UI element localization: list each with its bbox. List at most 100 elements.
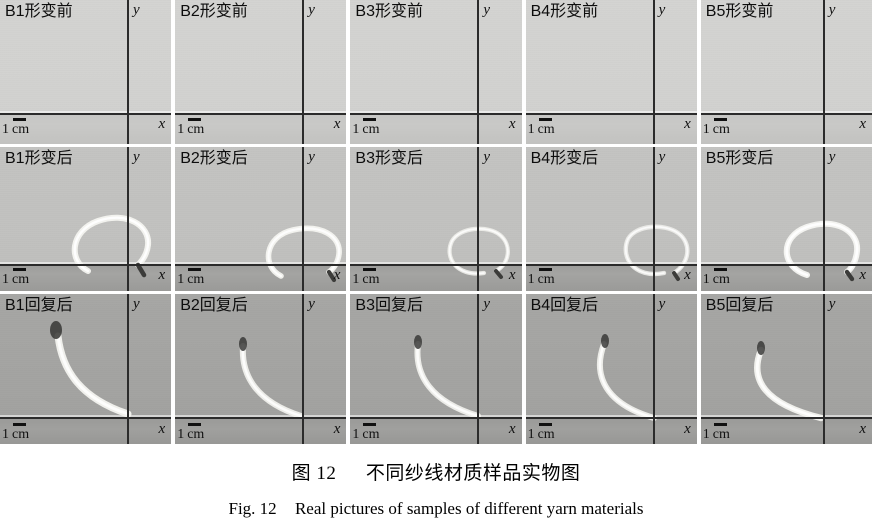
bench-surface [350,114,522,144]
scale-bar: 1 cm [352,268,380,287]
y-axis-line [822,294,825,450]
photo-cell-b4-before: B4形变前 y x 1 cm [525,0,697,144]
y-axis-label: y [658,2,666,18]
photo-cell-b5-before: B5形变前 y x 1 cm [700,0,872,144]
y-axis-line [302,147,305,291]
cell-title: B3形变前 [355,3,423,20]
photo-cell-b2-deformed: B2形变后 y x 1 cm [175,147,347,291]
photo-cell-b3-recovered: B3回复后 y x 1 cm [350,294,522,450]
cell-title: B2形变前 [180,3,248,20]
scale-bar-number: 1 [177,427,185,442]
y-axis-label: y [828,2,836,18]
x-axis-label: x [333,116,341,132]
photo-cell-b4-recovered: B4回复后 y x 1 cm [525,294,697,450]
y-axis-label: y [308,296,315,312]
y-axis-label: y [828,296,836,312]
scale-bar-number: 1 [352,122,360,137]
x-axis-label: x [333,421,341,437]
photo-cell-b1-recovered: B1回复后 y x 1 cm [0,294,172,450]
photo-cell-b3-before: B3形变前 y x 1 cm [350,0,522,144]
y-axis-label: y [483,149,491,165]
bench-highlight [350,111,522,113]
cell-title: B4回复后 [530,297,599,314]
cell-title: B3形变后 [355,150,423,167]
x-axis-line [350,264,522,266]
caption-chinese-text: 不同纱线材质样品实物图 [365,463,581,484]
scale-bar: 1 cm [352,423,380,442]
scale-bar: 1 cm [177,423,204,442]
y-axis-label: y [133,2,140,18]
scale-bar: 1 cm [702,423,730,442]
y-axis-line [652,294,655,450]
bench-highlight [525,111,697,113]
cell-title: B1回复后 [5,297,73,314]
y-axis-line [302,0,305,144]
x-axis-label: x [859,421,866,437]
scale-bar-unit: cm [12,423,29,442]
scale-bar-unit: cm [538,268,555,287]
scale-bar-unit: cm [362,268,380,287]
y-axis-line [652,0,655,144]
y-axis-line [652,147,655,291]
scale-bar-number: 1 [2,272,9,287]
photo-cell-b1-deformed: B1形变后 y x 1 cm [0,147,172,291]
x-axis-label: x [859,116,866,132]
scale-bar: 1 cm [703,118,730,137]
y-axis-label: y [133,296,140,312]
x-axis-label: x [859,267,866,283]
scale-bar-unit: cm [713,423,730,442]
x-axis-label: x [333,267,341,283]
y-axis-line [477,0,480,144]
x-axis-label: x [684,267,691,283]
x-axis-line [350,113,522,115]
x-axis-line [0,417,172,419]
cell-title: B2形变后 [180,150,248,167]
scale-bar-unit: cm [187,118,204,137]
x-axis-label: x [508,116,516,132]
scale-bar-unit: cm [538,118,555,137]
bench-highlight [175,262,347,264]
x-axis-line [350,417,522,419]
scale-bar: 1 cm [177,118,204,137]
scale-bar-number: 1 [527,427,535,442]
x-axis-line [700,113,872,115]
x-axis-line [0,264,172,266]
scale-bar: 1 cm [2,268,29,287]
bench-surface [175,114,347,144]
scale-bar-number: 1 [177,272,185,287]
scale-bar-number: 1 [2,122,9,137]
x-axis-label: x [508,421,516,437]
x-axis-label: x [684,421,691,437]
y-axis-line [127,147,129,291]
photo-cell-b1-before: B1形变前 y x 1 cm [0,0,172,144]
scale-bar: 1 cm [177,268,204,287]
y-axis-label: y [308,149,315,165]
scale-bar-unit: cm [362,118,380,137]
scale-bar: 1 cm [352,118,380,137]
y-axis-line [822,147,825,291]
scale-bar: 1 cm [528,268,555,287]
cell-title: B4形变后 [530,150,599,167]
caption-english-number: Fig. 12 [228,499,277,518]
scale-bar-number: 1 [702,427,710,442]
x-axis-line [700,264,872,266]
x-axis-line [525,264,697,266]
scale-bar-unit: cm [713,268,730,287]
x-axis-line [525,113,697,115]
scale-bar: 1 cm [2,118,29,137]
scale-bar-unit: cm [538,423,555,442]
y-axis-label: y [658,149,666,165]
figure-caption-block: 图 12 不同纱线材质样品实物图 Fig. 12 Real pictures o… [0,444,872,532]
x-axis-label: x [684,116,691,132]
cell-title: B5形变前 [705,3,774,20]
bench-surface [525,114,697,144]
x-axis-label: x [158,267,166,283]
cell-title: B1形变后 [5,150,73,167]
photo-cell-b2-recovered: B2回复后 y x 1 cm [175,294,347,450]
caption-english-text: Real pictures of samples of different ya… [294,499,644,518]
y-axis-label: y [828,149,836,165]
y-axis-line [822,0,825,144]
photo-cell-b3-deformed: B3形变后 y x 1 cm [350,147,522,291]
bench-highlight [175,111,347,113]
